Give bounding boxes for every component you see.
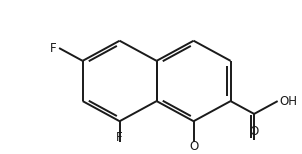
Text: F: F <box>50 42 56 55</box>
Text: F: F <box>116 131 123 144</box>
Text: O: O <box>249 125 259 138</box>
Text: OH: OH <box>280 95 297 108</box>
Text: O: O <box>189 140 198 153</box>
